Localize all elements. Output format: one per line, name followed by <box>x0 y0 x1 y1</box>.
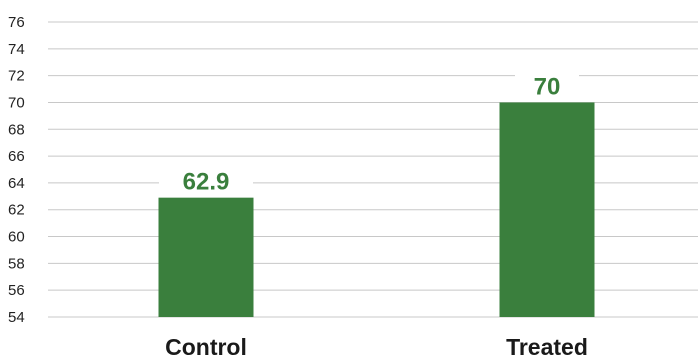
y-tick-label: 64 <box>8 175 25 192</box>
bars <box>158 102 595 317</box>
gridlines <box>48 21 698 318</box>
y-tick-label: 76 <box>8 14 25 31</box>
y-axis-ticks: 54 56 58 60 62 64 66 68 70 72 74 76 <box>8 14 25 326</box>
y-tick-label: 62 <box>8 202 25 219</box>
bar-treated <box>499 102 595 317</box>
data-label-control: 62.9 <box>183 169 230 196</box>
y-tick-label: 74 <box>8 41 25 58</box>
y-tick-label: 72 <box>8 68 25 85</box>
data-label-treated: 70 <box>534 73 561 100</box>
y-tick-label: 54 <box>8 309 25 326</box>
data-label-background <box>515 70 579 101</box>
y-tick-label: 60 <box>8 229 25 246</box>
y-tick-label: 70 <box>8 94 25 111</box>
y-tick-label: 58 <box>8 255 25 272</box>
y-tick-label: 56 <box>8 282 25 299</box>
category-label-control: Control <box>165 334 247 360</box>
data-label-background <box>159 165 253 196</box>
y-tick-label: 68 <box>8 121 25 138</box>
bar-control <box>158 197 254 317</box>
y-tick-label: 66 <box>8 148 25 165</box>
x-axis-categories: Control Treated <box>165 334 588 360</box>
data-labels: 62.9 70 <box>159 70 579 196</box>
category-label-treated: Treated <box>506 334 588 360</box>
